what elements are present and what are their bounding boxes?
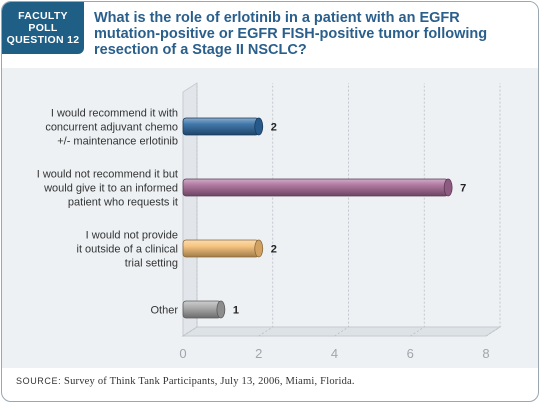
- header: FACULTY POLL QUESTION 12 What is the rol…: [2, 2, 538, 66]
- source-note: SOURCE: Survey of Think Tank Participant…: [16, 376, 355, 387]
- poll-question: What is the role of erlotinib in a patie…: [94, 10, 488, 58]
- badge-line: QUESTION 12: [6, 34, 80, 46]
- badge-line: POLL: [28, 22, 58, 34]
- bar-value-label: 2: [271, 244, 277, 256]
- category-label: I would recommend it with: [51, 108, 178, 120]
- gridline: [182, 83, 198, 337]
- x-tick-label: 0: [179, 346, 186, 361]
- category-label: it outside of a clinical: [77, 244, 179, 256]
- bar-end-cap: [443, 178, 453, 197]
- bar: [182, 239, 260, 258]
- category-label: I would not provide: [86, 230, 178, 242]
- gridline: [334, 83, 349, 337]
- bar-value-label: 2: [271, 122, 277, 134]
- poll-badge: FACULTY POLL QUESTION 12: [2, 2, 84, 54]
- category-label: +/- maintenance erlotinib: [57, 136, 178, 148]
- category-label: would give it to an informed: [43, 183, 178, 195]
- gridline: [258, 83, 274, 337]
- x-tick-label: 4: [331, 346, 338, 361]
- category-label: I would not recommend it but: [37, 169, 178, 181]
- source-label: SOURCE:: [16, 376, 62, 386]
- category-label: Other: [150, 305, 178, 317]
- category-label: concurrent adjuvant chemo: [45, 122, 178, 134]
- x-tick-label: 2: [255, 346, 262, 361]
- bar-chart: 2 I would recommend it with concurrent adj…: [37, 82, 502, 361]
- bar-end-cap: [254, 117, 264, 136]
- bar: [182, 117, 260, 136]
- bar-value-label: 7: [460, 183, 466, 195]
- gridline: [410, 83, 425, 337]
- source-text: Survey of Think Tank Participants, July …: [61, 376, 355, 387]
- x-tick-label: 8: [482, 346, 489, 361]
- x-tick-label: 6: [407, 346, 414, 361]
- bar: [182, 178, 449, 197]
- gridline: [485, 83, 501, 337]
- bar-end-cap: [216, 300, 226, 319]
- category-label: patient who requests it: [68, 197, 178, 209]
- bar: [182, 300, 222, 319]
- badge-line: FACULTY: [18, 10, 68, 22]
- bar-value-label: 1: [233, 305, 239, 317]
- chart-panel: 2 I would recommend it with concurrent adj…: [2, 68, 538, 368]
- category-label: trial setting: [125, 258, 178, 270]
- bar-end-cap: [254, 239, 264, 258]
